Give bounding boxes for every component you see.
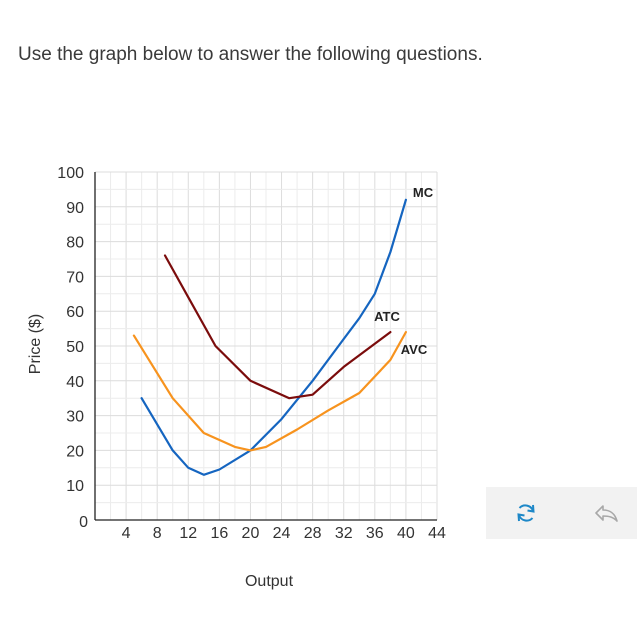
reset-icon (517, 504, 535, 522)
x-tick-label: 28 (304, 525, 322, 542)
y-tick-label: 10 (66, 478, 84, 495)
atc-curve (163, 254, 392, 400)
y-tick-label: 60 (66, 304, 84, 321)
question-prompt: Use the graph below to answer the follow… (18, 44, 483, 65)
mc-label: MC (413, 185, 434, 200)
chart-grid (95, 171, 438, 520)
chart-series (132, 198, 407, 476)
x-tick-label: 32 (335, 525, 353, 542)
y-tick-label: 30 (66, 409, 84, 426)
x-tick-label: 12 (179, 525, 197, 542)
y-tick-label: 90 (66, 200, 84, 217)
y-axis-label: Price ($) (27, 314, 44, 374)
x-axis-label: Output (245, 573, 294, 590)
reset-button[interactable] (510, 497, 542, 529)
y-tick-label: 80 (66, 235, 84, 252)
undo-button[interactable] (590, 497, 622, 529)
avc-curve (132, 331, 407, 452)
axis-tick-labels: 4 8 12 16 20 24 28 32 36 40 44 0 10 20 30 40 50 60 70 80 90 1… (57, 165, 446, 542)
mc-curve (140, 198, 407, 476)
y-tick-label: 100 (57, 165, 84, 182)
x-tick-label: 24 (273, 525, 291, 542)
x-tick-label: 44 (428, 525, 446, 542)
graph-tools-panel (486, 487, 637, 539)
x-tick-label: 36 (366, 525, 384, 542)
x-tick-label: 4 (122, 525, 131, 542)
y-tick-label: 20 (66, 443, 84, 460)
y-tick-label: 0 (79, 514, 88, 531)
y-tick-label: 40 (66, 374, 84, 391)
avc-label: AVC (401, 342, 428, 357)
y-tick-label: 70 (66, 269, 84, 286)
x-tick-label: 8 (153, 525, 162, 542)
x-tick-label: 16 (210, 525, 228, 542)
y-tick-label: 50 (66, 339, 84, 356)
x-tick-label: 20 (242, 525, 260, 542)
atc-label: ATC (374, 309, 400, 324)
series-labels: MC ATC AVC (374, 185, 434, 357)
x-tick-label: 40 (397, 525, 415, 542)
chart-axes (94, 172, 437, 521)
undo-icon (595, 505, 618, 522)
